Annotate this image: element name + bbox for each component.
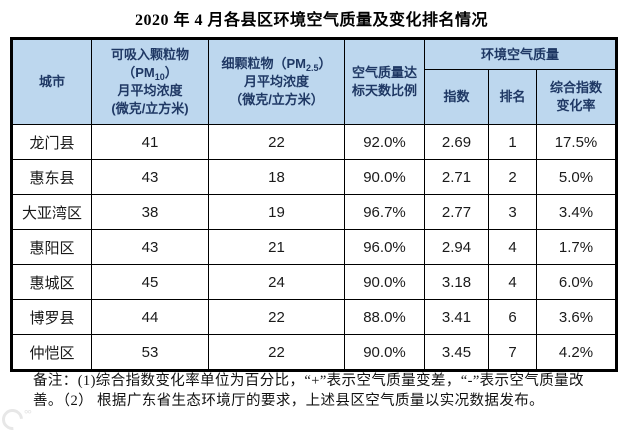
- table-row: 龙门县 41 22 92.0% 2.69 1 17.5%: [11, 124, 617, 160]
- city-cell: 惠东县: [11, 159, 92, 195]
- header-change-rate: 综合指数 变化率: [536, 69, 617, 125]
- pm10-cell: 38: [91, 194, 209, 230]
- header-ambient-group-label: 环境空气质量: [480, 46, 559, 62]
- pm25-cell: 22: [208, 299, 345, 335]
- header-standard-days: 空气质量达 标天数比例: [344, 38, 425, 125]
- footnote: 备注：(1)综合指数变化率单位为百分比，“+”表示空气质量变差，“-”表示空气质…: [33, 373, 584, 409]
- pm10-cell: 45: [91, 264, 209, 300]
- index-cell: 3.45: [424, 334, 489, 371]
- pm10-cell: 43: [91, 229, 209, 265]
- change-rate-cell: 4.2%: [536, 334, 617, 371]
- rank-cell: 4: [488, 229, 537, 265]
- change-rate-cell: 6.0%: [536, 264, 617, 300]
- index-cell: 2.71: [424, 159, 489, 195]
- standard-days-cell: 96.7%: [344, 194, 425, 230]
- header-row-sub: 指数 排名 综合指数 变化率: [12, 69, 617, 125]
- pm10-cell: 41: [91, 124, 209, 160]
- rank-cell: 6: [488, 299, 537, 335]
- watermark-logo: °°: [0, 404, 42, 434]
- pm10-cell: 44: [91, 299, 209, 335]
- pm25-cell: 18: [208, 159, 345, 195]
- header-row-group: 城市 可吸入颗粒物 （PM10） 月平均浓度 (微克/立方米) 细颗粒物（PM2…: [11, 38, 617, 125]
- index-cell: 3.41: [424, 299, 489, 335]
- index-cell: 2.69: [424, 124, 489, 160]
- pm25-cell: 19: [208, 194, 345, 230]
- dots-icon: °°: [24, 409, 32, 421]
- table-row: 大亚湾区 38 19 96.7% 2.77 3 3.4%: [11, 194, 617, 230]
- rank-cell: 1: [488, 124, 537, 160]
- standard-days-cell: 90.0%: [344, 159, 425, 195]
- header-pm10: 可吸入颗粒物 （PM10） 月平均浓度 (微克/立方米): [91, 38, 209, 125]
- rank-cell: 4: [488, 264, 537, 300]
- table-row: 博罗县 44 22 88.0% 3.41 6 3.6%: [11, 299, 617, 335]
- header-rank: 排名: [488, 69, 537, 125]
- rank-cell: 2: [488, 159, 537, 195]
- pm25-cell: 21: [208, 229, 345, 265]
- city-cell: 惠城区: [11, 264, 92, 300]
- rank-cell: 3: [488, 194, 537, 230]
- header-ambient-group: 环境空气质量: [424, 38, 617, 70]
- header-index: 指数: [424, 69, 489, 125]
- index-cell: 2.94: [424, 229, 489, 265]
- pm10-subscript: 10: [154, 72, 165, 82]
- pm25-cell: 22: [208, 334, 345, 371]
- city-cell: 大亚湾区: [11, 194, 92, 230]
- header-city: 城市: [11, 38, 92, 125]
- table-row: 惠东县 43 18 90.0% 2.71 2 5.0%: [11, 159, 617, 195]
- pm10-cell: 43: [91, 159, 209, 195]
- city-cell: 博罗县: [11, 299, 92, 335]
- pm10-cell: 53: [91, 334, 209, 371]
- change-rate-cell: 3.6%: [536, 299, 617, 335]
- city-cell: 惠阳区: [11, 229, 92, 265]
- city-cell: 仲恺区: [11, 334, 92, 371]
- header-city-label: 城市: [38, 74, 65, 89]
- pm25-subscript: 2.5: [305, 63, 319, 73]
- index-cell: 3.18: [424, 264, 489, 300]
- standard-days-cell: 88.0%: [344, 299, 425, 335]
- table-row: 仲恺区 53 22 90.0% 3.45 7 4.2%: [11, 334, 617, 371]
- air-quality-table: 城市 可吸入颗粒物 （PM10） 月平均浓度 (微克/立方米) 细颗粒物（PM2…: [10, 37, 618, 372]
- standard-days-cell: 90.0%: [344, 264, 425, 300]
- rank-cell: 7: [488, 334, 537, 371]
- change-rate-cell: 3.4%: [536, 194, 617, 230]
- table-row: 惠城区 45 24 90.0% 3.18 4 6.0%: [11, 264, 617, 300]
- pm25-cell: 24: [208, 264, 345, 300]
- city-cell: 龙门县: [11, 124, 92, 160]
- pm25-cell: 22: [208, 124, 345, 160]
- index-cell: 2.77: [424, 194, 489, 230]
- page-title: 2020 年 4 月各县区环境空气质量及变化排名情况: [134, 12, 488, 29]
- change-rate-cell: 1.7%: [536, 229, 617, 265]
- standard-days-cell: 90.0%: [344, 334, 425, 371]
- change-rate-cell: 17.5%: [536, 124, 617, 160]
- standard-days-cell: 92.0%: [344, 124, 425, 160]
- table-row: 惠阳区 43 21 96.0% 2.94 4 1.7%: [11, 229, 617, 265]
- change-rate-cell: 5.0%: [536, 159, 617, 195]
- header-pm25: 细颗粒物（PM2.5） 月平均浓度 （微克/立方米）: [208, 38, 345, 125]
- standard-days-cell: 96.0%: [344, 229, 425, 265]
